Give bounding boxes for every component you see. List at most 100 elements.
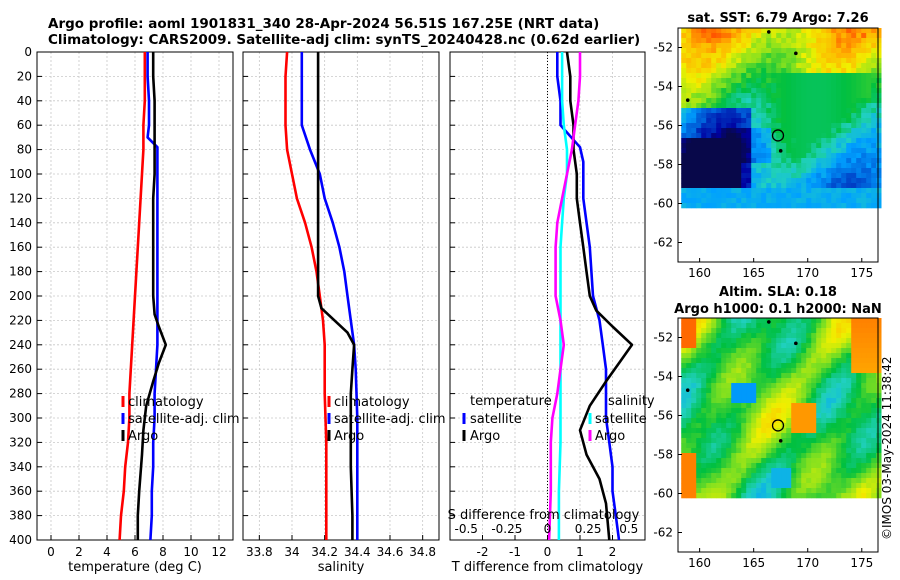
sla-map-cell (801, 488, 807, 494)
sla-map-cell (716, 473, 722, 479)
sla-map-cell (726, 368, 732, 374)
sla-map-cell (846, 448, 852, 454)
sla-map-cell (846, 343, 852, 349)
sla-map-cell (731, 358, 737, 364)
sst-map-cell (871, 158, 877, 164)
sst-map-cell (706, 48, 712, 54)
sla-map-cell (741, 328, 747, 334)
sla-map-cell (876, 468, 882, 474)
sla-map-cell (801, 398, 807, 404)
sla-map-cell (721, 393, 727, 399)
sla-map-cell (726, 383, 732, 389)
sla-map-cell (846, 493, 852, 499)
sla-map-cell (756, 443, 762, 449)
sla-map-cell (771, 408, 777, 414)
sla-map-cell (721, 368, 727, 374)
sla-map-cell (796, 328, 802, 334)
sla-map-cell (701, 318, 707, 324)
sla-map-cell (821, 333, 827, 339)
sst-map-cell (771, 143, 777, 149)
sst-map-cell (796, 63, 802, 69)
sla-map-cell (786, 333, 792, 339)
sla-map-cell (866, 328, 872, 334)
sst-map-cell (736, 173, 742, 179)
sla-map-cell (711, 403, 717, 409)
sla-map-cell (806, 368, 812, 374)
sla-map-cell (821, 403, 827, 409)
sst-map-cell (866, 108, 872, 114)
sst-map-cell (856, 78, 862, 84)
sst-map-cell (716, 163, 722, 169)
sst-map-cell (776, 93, 782, 99)
sla-map-cell (856, 493, 862, 499)
sst-map-cell (811, 88, 817, 94)
sst-map-cell (836, 108, 842, 114)
salinity-xtick-label: 34.4 (344, 545, 371, 559)
sst-map-cell (761, 118, 767, 124)
sst-map-cell (836, 68, 842, 74)
sla-map-cell (766, 393, 772, 399)
sla-map-cell (796, 483, 802, 489)
sst-map-cell (821, 53, 827, 59)
sla-map-cell (786, 443, 792, 449)
sst-map-cell (751, 158, 757, 164)
sla-map-cell (831, 358, 837, 364)
sst-map-cell (681, 173, 687, 179)
sla-map-cell (736, 318, 742, 324)
sla-map-cell (846, 458, 852, 464)
sst-map-cell (816, 178, 822, 184)
sst-map-cell (806, 128, 812, 134)
sst-map-cell (796, 163, 802, 169)
sst-map-cell (701, 33, 707, 39)
sla-map-cell (841, 473, 847, 479)
sla-map-cell (796, 478, 802, 484)
sla-map-cell (796, 413, 802, 419)
sst-map-cell (861, 98, 867, 104)
sst-map-cell (816, 188, 822, 194)
sla-map-cell (691, 343, 697, 349)
sst-map-cell (836, 33, 842, 39)
sdiff-legend-title: salinity (608, 394, 655, 409)
sst-map-cell (746, 68, 752, 74)
sla-map-cell (801, 348, 807, 354)
sst-map-cell (701, 143, 707, 149)
sst-map-cell (741, 148, 747, 154)
sla-map-cell (691, 433, 697, 439)
sla-map-cell (866, 448, 872, 454)
sst-map-cell (791, 63, 797, 69)
sst-map-cell (766, 153, 772, 159)
sla-map-cell (716, 363, 722, 369)
sst-map-cell (701, 198, 707, 204)
sst-map-cell (831, 33, 837, 39)
sla-map-cell (816, 318, 822, 324)
sst-map-cell (876, 38, 882, 44)
sst-map-cell (866, 143, 872, 149)
sst-map-cell (776, 53, 782, 59)
sst-map-cell (831, 68, 837, 74)
sla-map-cell (701, 383, 707, 389)
sla-map-cell (701, 393, 707, 399)
sla-map-cell (751, 403, 757, 409)
sst-map-cell (786, 43, 792, 49)
sst-map-cell (781, 128, 787, 134)
sla-map-cell (821, 338, 827, 344)
sst-map-cell (716, 103, 722, 109)
sla-map-cell (736, 333, 742, 339)
sst-map-cell (786, 28, 792, 34)
sst-map-cell (731, 93, 737, 99)
sla-map-cell (761, 483, 767, 489)
sst-map-cell (691, 163, 697, 169)
sla-map-cell (786, 328, 792, 334)
sst-map-cell (826, 168, 832, 174)
sst-map-cell (836, 168, 842, 174)
sla-map-cell (731, 323, 737, 329)
sla-map-cell (816, 363, 822, 369)
sla-map-cell (831, 453, 837, 459)
sla-map-cell (761, 338, 767, 344)
sst-map-cell (696, 198, 702, 204)
sla-map-ytick-label: -56 (653, 409, 673, 423)
sst-map-cell (731, 188, 737, 194)
sst-map-cell (821, 123, 827, 129)
sla-map-cell (686, 458, 692, 464)
sst-map-cell (741, 163, 747, 169)
